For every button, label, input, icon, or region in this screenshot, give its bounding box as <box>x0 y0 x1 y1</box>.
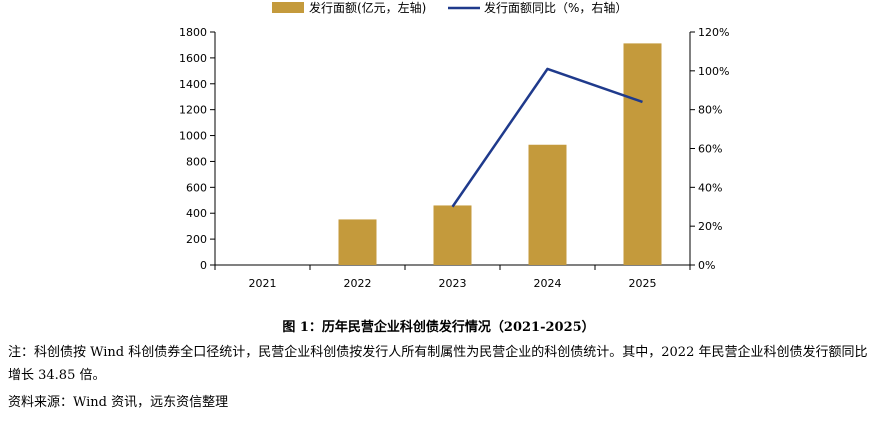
line-series <box>451 67 643 208</box>
right-axis-tick-label: 20% <box>698 220 722 233</box>
left-axis-tick-label: 0 <box>200 259 207 272</box>
left-axis-tick-label: 400 <box>186 207 207 220</box>
chart-legend: 发行面额(亿元，左轴) 发行面额同比（%，右轴） <box>272 0 627 15</box>
bar <box>433 205 472 265</box>
bar-line-chart: 发行面额(亿元，左轴) 发行面额同比（%，右轴） 0 200 400 600 800 100… <box>179 0 729 290</box>
left-axis-tick-label: 1800 <box>179 26 207 39</box>
left-axis-tick-label: 200 <box>186 233 207 246</box>
left-axis-tick-label: 1600 <box>179 52 207 65</box>
bar-series <box>338 43 662 265</box>
x-axis-tick-label: 2024 <box>534 277 562 290</box>
x-axis-tick-label: 2025 <box>629 277 657 290</box>
bar <box>528 144 567 265</box>
figure-source: 资料来源：Wind 资讯，远东资信整理 <box>8 395 229 410</box>
left-axis-tick-label: 800 <box>186 155 207 168</box>
legend-swatch-bar <box>272 2 304 13</box>
figure-note: 注：科创债按 Wind 科创债券全口径统计，民营企业科创债按发行人所有制属性为民… <box>8 345 868 383</box>
x-axis-tick-label: 2021 <box>249 277 277 290</box>
legend-label-line: 发行面额同比（%，右轴） <box>484 0 627 15</box>
chart-axes: 0 200 400 600 800 1000 1200 1400 1600 1800 0% 20% 40… <box>179 26 729 290</box>
figure-caption: 图 1：历年民营企业科创债发行情况（2021-2025） <box>282 320 595 335</box>
left-axis-tick-label: 1200 <box>179 104 207 117</box>
left-axis-tick-label: 1400 <box>179 78 207 91</box>
right-axis-tick-label: 0% <box>698 259 715 272</box>
right-axis-tick-label: 60% <box>698 143 722 156</box>
bar <box>623 43 662 265</box>
right-axis-tick-label: 80% <box>698 104 722 117</box>
left-axis-tick-label: 1000 <box>179 130 207 143</box>
right-axis-tick-label: 120% <box>698 26 729 39</box>
legend-label-bar: 发行面额(亿元，左轴) <box>309 0 426 15</box>
x-axis-tick-label: 2022 <box>344 277 372 290</box>
x-axis-tick-label: 2023 <box>439 277 467 290</box>
right-axis-tick-label: 40% <box>698 181 722 194</box>
right-axis-tick-label: 100% <box>698 65 729 78</box>
bar <box>338 219 377 265</box>
left-axis-tick-label: 600 <box>186 181 207 194</box>
